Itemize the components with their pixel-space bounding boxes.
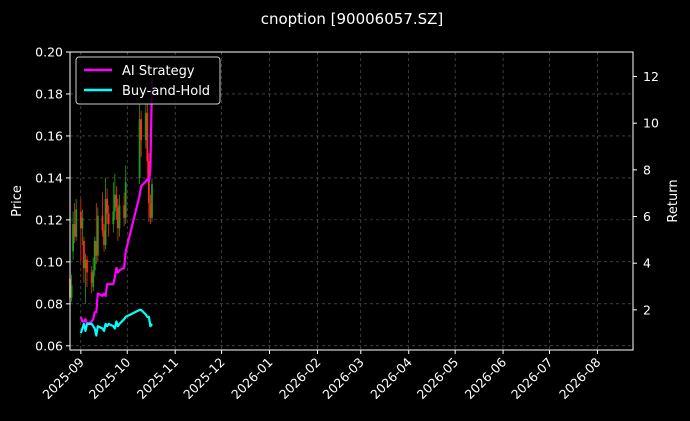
candle-body	[138, 119, 141, 178]
candle-body	[112, 211, 115, 225]
series-line-ai-strategy	[79, 78, 154, 325]
candle-body	[73, 224, 76, 237]
y-axis-label: Price	[10, 185, 25, 217]
candle-body	[101, 215, 104, 231]
candle-body	[86, 259, 88, 273]
candle-body	[92, 270, 95, 288]
candle-body	[81, 217, 84, 229]
y-tick-label: 0.12	[35, 212, 63, 227]
candle-body	[90, 272, 93, 283]
series-lines	[79, 78, 154, 337]
left-axis: 0.06 0.08 0.10 0.12 0.14 0.16 0.18 0.20	[35, 45, 70, 353]
x-tick-label: 2026-02	[276, 355, 324, 403]
x-tick-label: 2025-12	[180, 355, 228, 403]
candle-body	[79, 211, 82, 229]
x-tick-label: 2026-03	[319, 355, 367, 403]
candle-body	[84, 259, 87, 269]
candle-body	[107, 213, 110, 225]
candle-body	[104, 198, 107, 246]
x-tick-label: 2026-04	[367, 354, 415, 402]
candle-body	[123, 205, 126, 218]
chart-title: cnoption [90006057.SZ]	[261, 10, 444, 28]
x-tick-label: 2025-09	[39, 354, 87, 402]
legend-label-buy-and-hold: Buy-and-Hold	[122, 84, 210, 99]
x-tick-label: 2025-10	[86, 354, 134, 402]
candle-body	[151, 184, 153, 218]
series-line-buy-and-hold	[79, 308, 153, 337]
y2-tick-label: 8	[643, 162, 651, 177]
x-tick-label: 2025-11	[134, 355, 182, 403]
y-tick-label: 0.08	[35, 296, 63, 311]
y-tick-label: 0.10	[35, 254, 63, 269]
candle-body	[103, 230, 105, 246]
y-tick-label: 0.20	[35, 45, 63, 60]
candle-body	[140, 119, 143, 141]
candle-body	[106, 198, 109, 214]
candle-body	[70, 284, 73, 298]
candle-body	[83, 240, 85, 269]
candle-body	[113, 194, 116, 212]
y-tick-label: 0.16	[35, 128, 63, 143]
candle-body	[117, 207, 119, 229]
x-tick-label: 2026-06	[462, 354, 510, 402]
y2-tick-label: 10	[643, 116, 659, 131]
right-axis: 2 4 6 8 10 12	[633, 69, 659, 317]
candle-body	[72, 224, 74, 252]
y2-axis-label: Return	[666, 179, 681, 222]
legend-label-ai-strategy: AI Strategy	[122, 64, 195, 79]
candle-body	[95, 240, 98, 256]
candle-body	[124, 182, 127, 218]
y2-tick-label: 12	[643, 69, 659, 84]
candle-body	[149, 203, 152, 218]
candle-body	[93, 240, 96, 271]
y-tick-label: 0.06	[35, 338, 63, 353]
candle-body	[118, 205, 121, 229]
x-tick-label: 2026-08	[556, 354, 604, 402]
candle-body	[96, 215, 99, 256]
candle-body	[115, 194, 118, 208]
y-tick-label: 0.14	[35, 170, 63, 185]
y2-tick-label: 6	[643, 209, 651, 224]
x-tick-label: 2026-01	[228, 355, 276, 403]
y2-tick-label: 4	[643, 256, 651, 271]
x-tick-label: 2026-05	[414, 355, 462, 403]
y2-tick-label: 2	[643, 302, 651, 317]
candle-body	[75, 209, 78, 237]
x-tick-label: 2026-07	[508, 355, 556, 403]
legend: AI Strategy Buy-and-Hold	[75, 56, 221, 105]
candlesticks	[69, 102, 153, 304]
plot-frame	[69, 51, 634, 351]
y-tick-label: 0.18	[35, 86, 63, 101]
candle-body	[144, 112, 147, 141]
candle-body	[146, 112, 149, 162]
